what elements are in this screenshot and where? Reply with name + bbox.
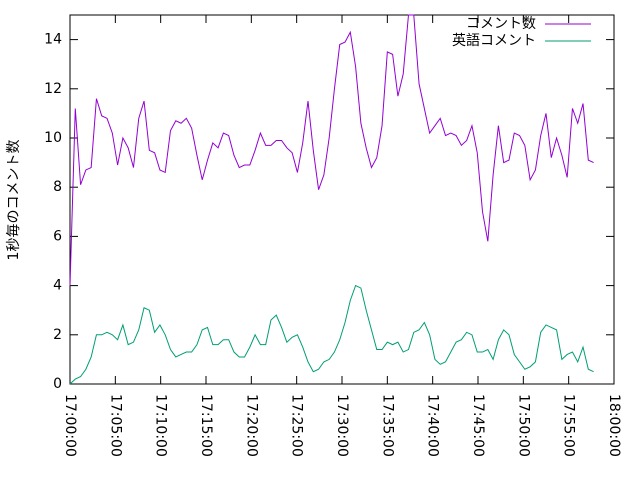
x-tick-label: 17:55:00: [561, 394, 577, 457]
legend-label: 英語コメント: [452, 32, 536, 49]
y-tick-label: 12: [44, 81, 62, 97]
x-tick-label: 17:15:00: [198, 394, 214, 457]
y-tick-label: 6: [53, 228, 62, 244]
x-tick-label: 17:25:00: [289, 394, 305, 457]
x-tick-label: 17:40:00: [425, 394, 441, 457]
x-tick-label: 18:00:00: [606, 394, 622, 457]
line-series: [69, 284, 594, 385]
y-tick-label: 2: [53, 327, 62, 343]
y-axis-label: 1秒毎のコメント数: [6, 140, 22, 261]
x-tick-label: 17:20:00: [243, 394, 259, 457]
x-tick-label: 17:50:00: [515, 394, 531, 457]
x-tick-label: 17:10:00: [153, 394, 169, 457]
y-tick-label: 0: [53, 376, 62, 392]
y-tick-label: 4: [53, 278, 62, 294]
plot-border: [69, 14, 615, 385]
x-tick-label: 17:45:00: [470, 394, 486, 457]
y-tick-label: 8: [53, 179, 62, 195]
line-series: [69, 14, 594, 286]
legend-label: コメント数: [466, 16, 536, 32]
y-tick-label: 14: [44, 32, 62, 48]
x-tick-label: 17:05:00: [107, 394, 123, 457]
x-tick-label: 17:35:00: [379, 394, 395, 457]
x-tick-label: 17:00:00: [62, 394, 78, 457]
y-tick-label: 10: [44, 130, 62, 146]
x-tick-label: 17:30:00: [334, 394, 350, 457]
